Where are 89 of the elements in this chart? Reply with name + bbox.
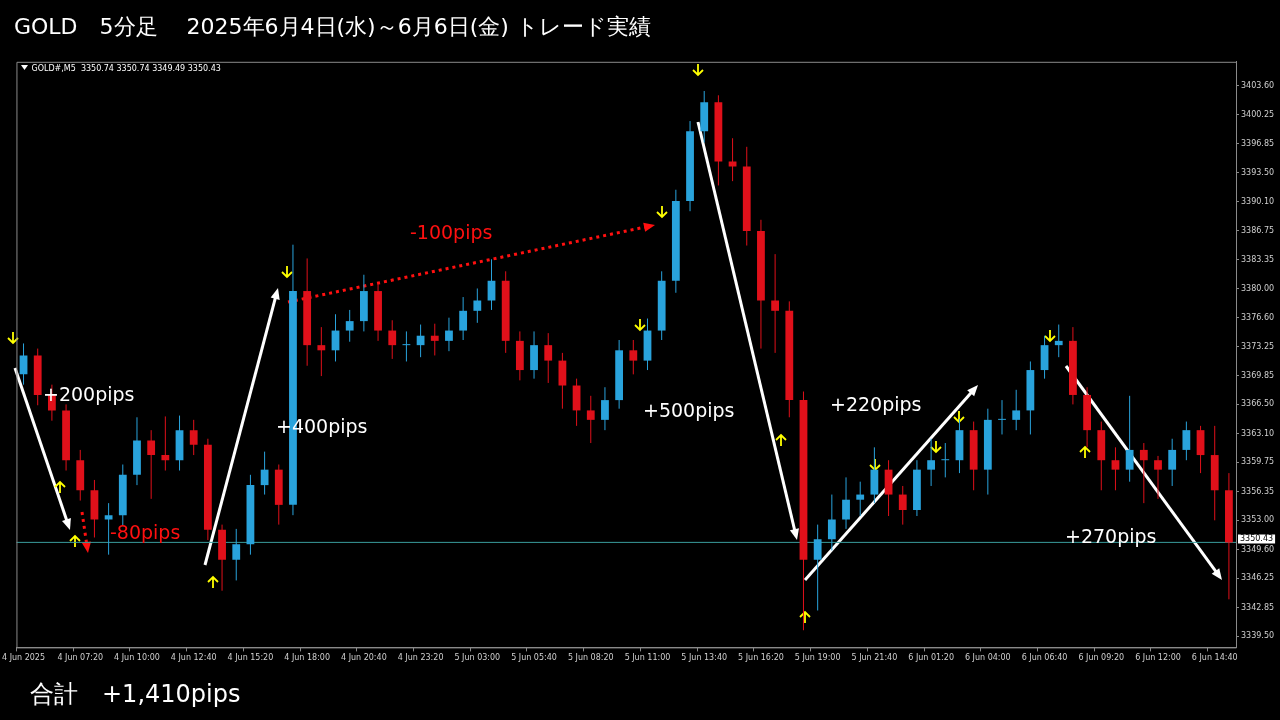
candlestick bbox=[842, 476, 850, 530]
y-tick-label: 3363.10 bbox=[1241, 428, 1275, 438]
y-tick-label: 3349.60 bbox=[1241, 544, 1275, 554]
x-tick-label: 6 Jun 14:40 bbox=[1191, 653, 1238, 663]
y-tick-label: 3386.75 bbox=[1241, 225, 1275, 235]
candlestick bbox=[586, 395, 595, 444]
x-tick-label: 6 Jun 04:00 bbox=[964, 653, 1011, 663]
x-tick-label: 4 Jun 20:40 bbox=[341, 653, 387, 663]
candlestick bbox=[771, 253, 780, 354]
ref-line-label: 3350.43 bbox=[1240, 533, 1274, 543]
x-tick-label: 5 Jun 03:00 bbox=[454, 653, 501, 663]
x-tick-label: 5 Jun 05:40 bbox=[511, 653, 557, 663]
y-tick-label: 3373.25 bbox=[1241, 341, 1275, 351]
y-tick-label: 3396.85 bbox=[1241, 138, 1275, 148]
candlestick bbox=[544, 332, 553, 384]
candlestick bbox=[941, 442, 950, 478]
candlestick bbox=[1154, 455, 1162, 500]
candlestick bbox=[1012, 389, 1021, 431]
candlestick bbox=[260, 451, 269, 496]
y-tick-label: 3403.60 bbox=[1241, 80, 1275, 90]
candlestick bbox=[388, 319, 397, 360]
candlestick bbox=[1182, 421, 1191, 461]
annotation: -80pips bbox=[110, 521, 181, 543]
x-tick-label: 5 Jun 19:00 bbox=[794, 653, 841, 663]
annotation: +220pips bbox=[830, 393, 922, 415]
candlestick bbox=[1168, 438, 1177, 487]
y-tick-label: 3380.00 bbox=[1241, 283, 1275, 293]
candlestick bbox=[473, 287, 482, 324]
candlestick bbox=[317, 326, 326, 377]
y-tick-label: 3356.35 bbox=[1241, 486, 1275, 496]
y-tick-label: 3383.35 bbox=[1241, 254, 1275, 264]
candlestick bbox=[345, 309, 354, 343]
x-tick-label: 5 Jun 16:20 bbox=[738, 653, 784, 663]
annotation: +200pips bbox=[43, 383, 135, 405]
x-tick-label: 5 Jun 08:20 bbox=[567, 653, 614, 663]
candlestick bbox=[827, 494, 836, 551]
x-tick-label: 4 Jun 23:20 bbox=[397, 653, 444, 663]
candlestick bbox=[1111, 446, 1120, 491]
y-tick-label: 3346.25 bbox=[1241, 573, 1275, 583]
candlestick bbox=[232, 528, 241, 581]
x-tick-label: 5 Jun 13:40 bbox=[681, 653, 728, 663]
x-tick-label: 6 Jun 01:20 bbox=[908, 653, 954, 663]
candlestick bbox=[856, 481, 865, 517]
y-tick-label: 3339.50 bbox=[1241, 631, 1275, 641]
candlestick bbox=[629, 339, 638, 375]
candlestick bbox=[998, 399, 1006, 435]
candlestick bbox=[813, 524, 822, 611]
x-tick-label: 4 Jun 07:20 bbox=[57, 653, 104, 663]
x-tick-label: 6 Jun 06:40 bbox=[1021, 653, 1068, 663]
candlestick bbox=[445, 317, 453, 352]
candlestick bbox=[1054, 324, 1063, 358]
candlestick bbox=[1139, 442, 1148, 504]
annotation: +270pips bbox=[1065, 525, 1157, 547]
y-tick-label: 3400.25 bbox=[1241, 109, 1275, 119]
annotation: -100pips bbox=[410, 221, 493, 243]
candlestick bbox=[487, 258, 496, 311]
annotation: +500pips bbox=[643, 399, 735, 421]
y-tick-label: 3353.00 bbox=[1241, 515, 1275, 525]
chart-title: GOLD 5分足 2025年6月4日(水)～6月6日(金) トレード実績 bbox=[14, 13, 651, 41]
x-tick-label: 4 Jun 10:00 bbox=[114, 653, 160, 663]
candlestick bbox=[189, 419, 198, 456]
candlestick bbox=[1125, 395, 1134, 483]
x-tick-label: 4 Jun 12:40 bbox=[170, 653, 217, 663]
candlestick bbox=[161, 415, 170, 472]
candlestick bbox=[728, 137, 737, 182]
candlestick bbox=[459, 296, 468, 341]
y-tick-label: 3393.50 bbox=[1241, 167, 1275, 177]
candlestick bbox=[430, 323, 439, 356]
x-tick-label: 4 Jun 2025 bbox=[2, 653, 46, 663]
x-tick-label: 4 Jun 15:20 bbox=[227, 653, 274, 663]
x-tick-label: 6 Jun 12:00 bbox=[1135, 653, 1181, 663]
y-tick-label: 3390.10 bbox=[1241, 196, 1275, 206]
y-tick-label: 3369.85 bbox=[1241, 370, 1275, 380]
x-tick-label: 4 Jun 18:00 bbox=[284, 653, 331, 663]
candlestick bbox=[19, 342, 28, 386]
candlestick bbox=[927, 438, 936, 487]
candlestick bbox=[601, 386, 609, 431]
x-tick-label: 6 Jun 09:20 bbox=[1078, 653, 1125, 663]
y-tick-label: 3376.60 bbox=[1241, 312, 1275, 322]
annotation: GOLD#,M5 3350.74 3350.74 3349.49 3350.43 bbox=[31, 63, 221, 73]
candlestick bbox=[104, 502, 113, 556]
candlestick bbox=[898, 485, 907, 526]
y-tick-label: 3359.75 bbox=[1241, 457, 1275, 467]
text: 合計 +1,410pips bbox=[30, 679, 241, 710]
x-tick-label: 5 Jun 11:00 bbox=[624, 653, 671, 663]
y-tick-label: 3366.50 bbox=[1241, 399, 1275, 409]
y-tick-label: 3342.85 bbox=[1241, 602, 1275, 612]
candlestick bbox=[147, 429, 156, 500]
x-tick-label: 5 Jun 21:40 bbox=[851, 653, 898, 663]
